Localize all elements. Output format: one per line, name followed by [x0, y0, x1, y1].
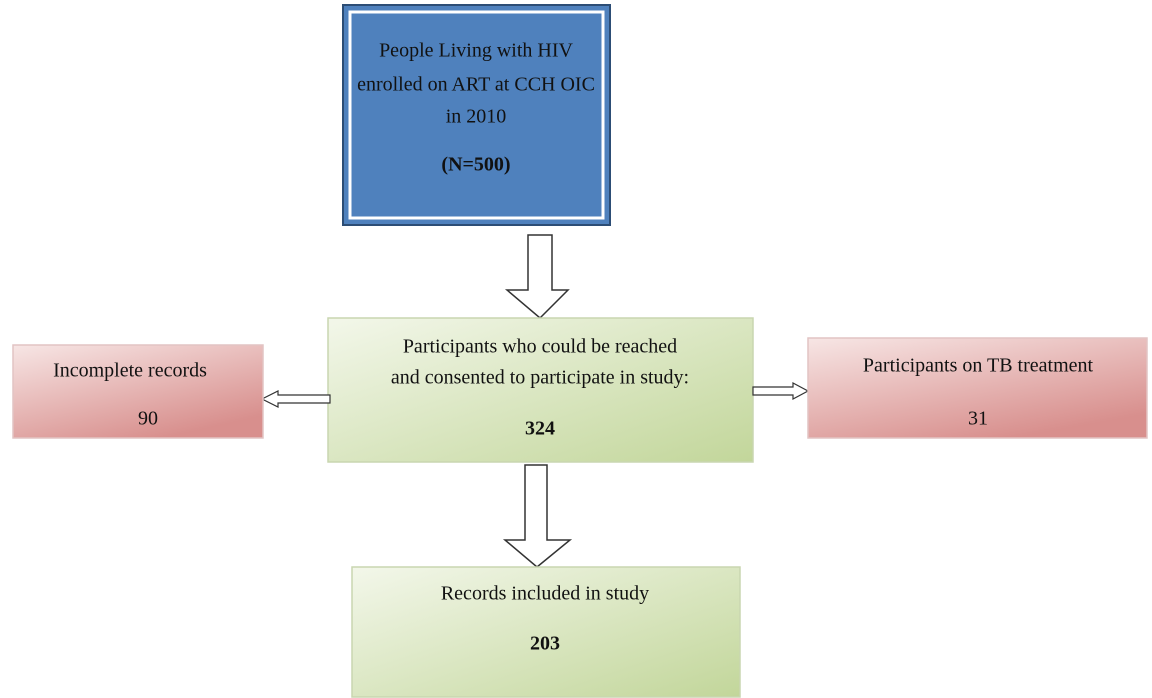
node-text: Participants who could be reached	[403, 336, 677, 358]
box	[12, 344, 264, 439]
arrow	[260, 390, 331, 408]
box	[327, 317, 754, 463]
arrow	[502, 464, 573, 568]
arrow	[752, 382, 810, 400]
node-included: Records included in study 203	[351, 566, 741, 698]
box	[342, 4, 611, 226]
box-inner-border	[348, 10, 605, 220]
node-incomplete: Incomplete records 90	[12, 344, 264, 439]
arrow	[504, 234, 570, 320]
node-text: enrolled on ART at CCH OIC	[357, 74, 595, 96]
node-count: 31	[968, 408, 988, 430]
node-count: 90	[138, 408, 158, 430]
node-count: (N=500)	[441, 154, 510, 176]
node-text: People Living with HIV	[379, 40, 573, 62]
node-tb: Participants on TB treatment 31	[807, 337, 1148, 439]
node-count: 324	[525, 418, 555, 440]
node-text: Records included in study	[441, 583, 649, 605]
node-enrolled: People Living with HIV enrolled on ART a…	[342, 4, 611, 226]
node-text: and consented to participate in study:	[391, 367, 689, 389]
node-reached: Participants who could be reached and co…	[327, 317, 754, 463]
box	[351, 566, 741, 698]
node-text: in 2010	[446, 106, 507, 128]
node-count: 203	[530, 633, 560, 655]
node-text: Participants on TB treatment	[863, 355, 1094, 377]
node-text: Incomplete records	[53, 360, 207, 382]
box	[807, 337, 1148, 439]
